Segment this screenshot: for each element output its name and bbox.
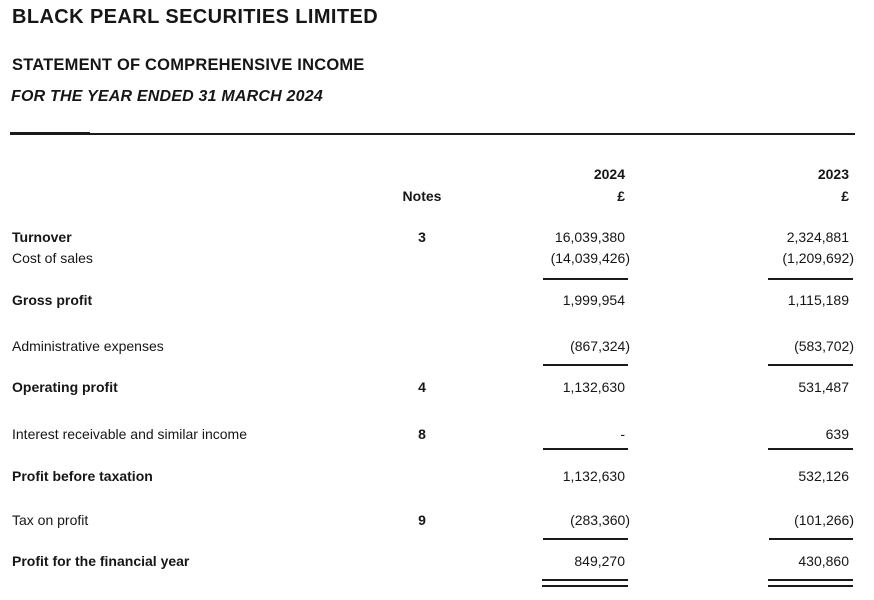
row-note: 8 (418, 426, 426, 442)
row-label: Interest receivable and similar income (12, 426, 247, 442)
row-value-2024: (14,039,426) (550, 250, 630, 266)
table-row-cost-of-sales: Cost of sales (14,039,426) (1,209,692) (0, 249, 874, 267)
subtotal-rule-2024 (543, 538, 628, 540)
statement-period: FOR THE YEAR ENDED 31 MARCH 2024 (11, 88, 323, 105)
row-label: Administrative expenses (12, 338, 164, 354)
row-value-2023: 430,860 (798, 553, 849, 569)
row-value-2024: - (620, 426, 625, 442)
row-note: 3 (418, 229, 426, 245)
statement-title: STATEMENT OF COMPREHENSIVE INCOME (12, 56, 365, 74)
table-header-notes-currency: Notes £ £ (0, 187, 874, 205)
col-header-currency-prior: £ (841, 188, 849, 204)
row-label: Turnover (12, 229, 72, 245)
row-value-2024: 1,132,630 (562, 379, 625, 395)
row-value-2024: 1,132,630 (562, 468, 625, 484)
table-row-administrative-expenses: Administrative expenses (867,324) (583,7… (0, 337, 874, 355)
subtotal-rule-2024 (543, 364, 628, 366)
row-value-2024: 849,270 (574, 553, 625, 569)
subtotal-rule-2023 (769, 538, 853, 540)
row-value-2024: 16,039,380 (554, 229, 625, 245)
table-row-gross-profit: Gross profit 1,999,954 1,115,189 (0, 291, 874, 309)
row-note: 4 (418, 379, 426, 395)
table-row-profit-for-year: Profit for the financial year 849,270 43… (0, 552, 874, 570)
row-value-2023: 639 (825, 426, 849, 442)
row-value-2024: 1,999,954 (562, 292, 625, 308)
row-note (392, 249, 452, 267)
col-header-notes: Notes (402, 188, 442, 204)
table-header-years: 2024 2023 (0, 165, 874, 183)
subtotal-rule-2023 (768, 364, 853, 366)
row-value-2023: 2,324,881 (786, 229, 849, 245)
row-note (392, 552, 452, 570)
row-value-2023: (1,209,692) (782, 250, 854, 266)
row-label: Profit for the financial year (12, 553, 190, 569)
row-value-2023: 532,126 (798, 468, 849, 484)
total-double-rule-2023 (768, 579, 853, 587)
row-note (392, 291, 452, 309)
col-header-year-prior: 2023 (817, 166, 849, 182)
row-label: Cost of sales (12, 250, 93, 266)
row-value-2023: (583,702) (794, 338, 854, 354)
row-note (392, 467, 452, 485)
col-header-year-current: 2024 (593, 166, 625, 182)
row-value-2023: 531,487 (798, 379, 849, 395)
row-value-2024: (283,360) (570, 512, 630, 528)
row-value-2023: (101,266) (794, 512, 854, 528)
table-row-interest-receivable: Interest receivable and similar income 8… (0, 425, 874, 443)
header-rule-segment (10, 132, 90, 134)
subtotal-rule-2024 (543, 448, 628, 450)
table-row-operating-profit: Operating profit 4 1,132,630 531,487 (0, 378, 874, 396)
row-note: 9 (418, 512, 426, 528)
header-rule (10, 133, 855, 135)
row-label: Gross profit (12, 292, 93, 308)
subtotal-rule-2023 (768, 448, 853, 450)
col-header-currency-current: £ (617, 188, 625, 204)
row-label: Profit before taxation (12, 468, 153, 484)
row-value-2024: (867,324) (570, 338, 630, 354)
subtotal-rule-2023 (768, 278, 853, 280)
table-row-tax-on-profit: Tax on profit 9 (283,360) (101,266) (0, 511, 874, 529)
table-row-turnover: Turnover 3 16,039,380 2,324,881 (0, 228, 874, 246)
subtotal-rule-2024 (543, 278, 628, 280)
row-note (392, 337, 452, 355)
company-name: BLACK PEARL SECURITIES LIMITED (12, 6, 379, 28)
total-double-rule-2024 (542, 579, 628, 587)
row-label: Operating profit (12, 379, 118, 395)
row-label: Tax on profit (12, 512, 89, 528)
table-row-profit-before-taxation: Profit before taxation 1,132,630 532,126 (0, 467, 874, 485)
row-value-2023: 1,115,189 (787, 292, 849, 308)
